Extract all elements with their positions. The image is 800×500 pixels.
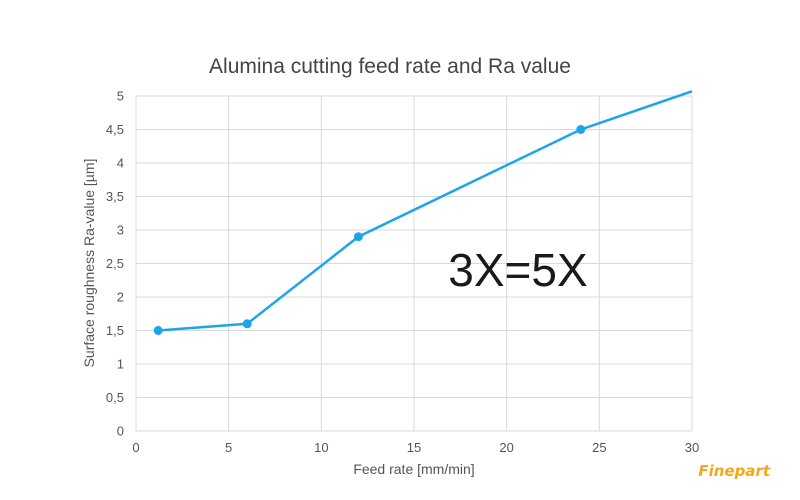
x-tick-label: 0 (132, 440, 139, 455)
y-tick-label: 0 (117, 424, 124, 439)
y-tick-label: 2,5 (106, 256, 124, 271)
x-tick-label: 25 (592, 440, 606, 455)
y-axis-ticks: 0 0,5 1 1,5 2 2,5 3 3,5 4 4,5 5 (106, 89, 124, 439)
y-tick-label: 4 (117, 156, 124, 171)
x-axis-ticks: 0 5 10 15 20 25 30 (132, 440, 699, 455)
data-point (576, 125, 586, 134)
data-point (242, 319, 252, 329)
x-tick-label: 15 (407, 440, 421, 455)
x-tick-label: 30 (685, 440, 699, 455)
y-tick-label: 1 (117, 357, 124, 372)
data-point (353, 232, 363, 242)
y-tick-label: 1,5 (106, 323, 124, 338)
finepart-logo: Finepart (698, 462, 770, 480)
x-tick-label: 20 (499, 440, 513, 455)
data-point (153, 326, 163, 335)
grid (135, 95, 693, 432)
series (153, 90, 693, 335)
annotation-text: 3X=5X (448, 244, 587, 296)
chart-title: Alumina cutting feed rate and Ra value (209, 55, 571, 78)
y-tick-label: 0,5 (106, 390, 124, 405)
y-tick-label: 3 (117, 223, 124, 238)
y-axis-label: Surface roughness Ra-value [µm] (81, 159, 97, 368)
x-axis-label: Feed rate [mm/min] (353, 461, 474, 477)
series-line (158, 90, 693, 332)
x-tick-label: 10 (314, 440, 328, 455)
y-tick-label: 3,5 (106, 189, 124, 204)
x-tick-label: 5 (225, 440, 232, 455)
y-tick-label: 4,5 (106, 122, 124, 137)
y-tick-label: 5 (117, 89, 124, 104)
y-tick-label: 2 (117, 290, 124, 305)
